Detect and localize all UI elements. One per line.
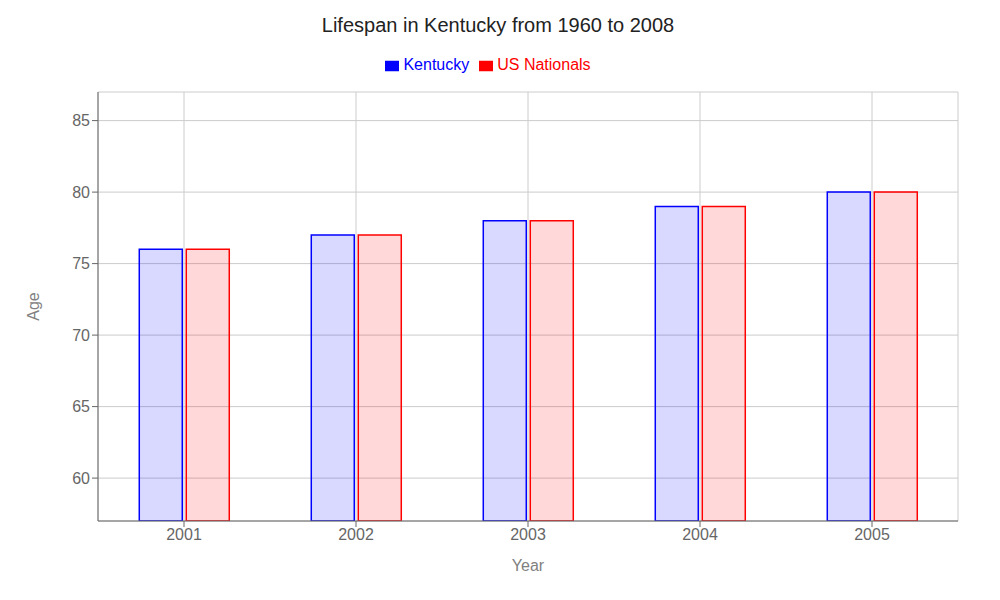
svg-text:75: 75 bbox=[72, 255, 90, 272]
svg-text:2003: 2003 bbox=[510, 526, 546, 543]
svg-text:2005: 2005 bbox=[854, 526, 890, 543]
html-text:US Nationals: US Nationals bbox=[497, 56, 591, 73]
html-text:Lifespan in Kentucky from 1960: Lifespan in Kentucky from 1960 to 2008 bbox=[321, 14, 675, 36]
svg-text:Year: Year bbox=[512, 557, 545, 574]
svg-text:Age: Age bbox=[25, 292, 42, 321]
html-text:Kentucky: Kentucky bbox=[403, 56, 470, 73]
svg-text:2004: 2004 bbox=[682, 526, 718, 543]
svg-text:2001: 2001 bbox=[166, 526, 202, 543]
svg-text:60: 60 bbox=[72, 470, 90, 487]
svg-text:65: 65 bbox=[72, 398, 90, 415]
svg-text:2002: 2002 bbox=[338, 526, 374, 543]
svg-text:70: 70 bbox=[72, 327, 90, 344]
svg-text:80: 80 bbox=[72, 184, 90, 201]
svg-text:85: 85 bbox=[72, 112, 90, 129]
